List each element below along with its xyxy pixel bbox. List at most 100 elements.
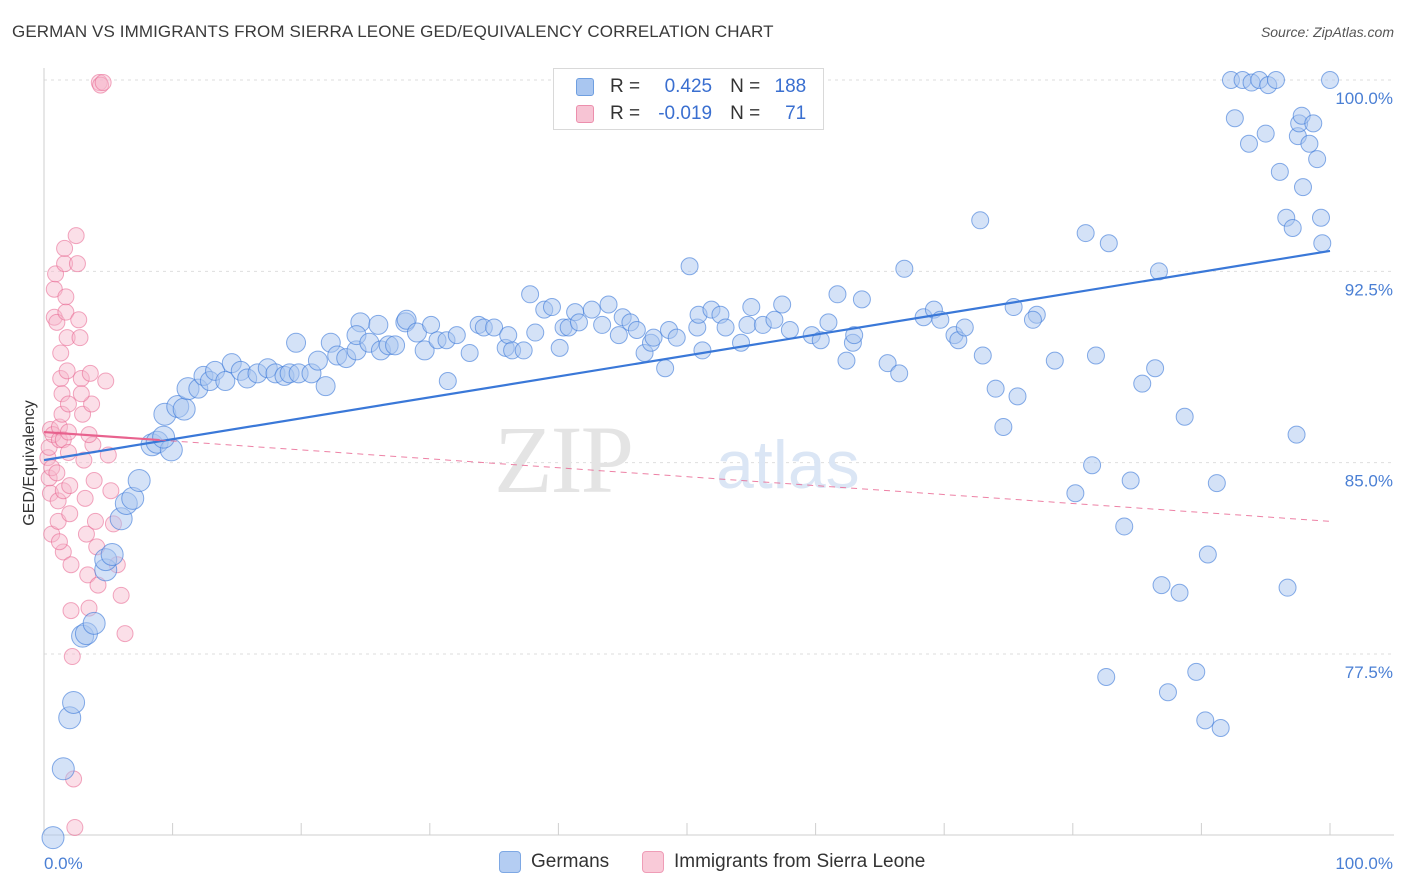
sierra-leone-point [94, 74, 112, 92]
german-point [1256, 124, 1275, 143]
german-point [41, 826, 65, 850]
legend-n-label: N = [730, 76, 761, 97]
german-point [1152, 576, 1171, 595]
german-point [526, 323, 545, 342]
german-point [1023, 310, 1042, 329]
german-point [693, 341, 712, 360]
sierra-leone-point [53, 405, 71, 423]
german-point [1086, 346, 1105, 365]
german-point [1158, 683, 1177, 702]
sierra-leone-point [66, 818, 84, 836]
german-point [100, 543, 124, 567]
watermark-atlas: atlas [716, 427, 860, 503]
sierra-leone-point [59, 423, 77, 441]
german-point [1097, 667, 1116, 686]
german-point [1175, 407, 1194, 426]
german-point [1121, 471, 1140, 490]
german-point [514, 341, 533, 360]
german-point [773, 295, 792, 314]
german-point [62, 690, 86, 714]
watermark: ZIP atlas [494, 406, 860, 513]
sierra-leone-point [58, 362, 76, 380]
german-point [780, 321, 799, 340]
german-point [1170, 583, 1189, 602]
sierra-leone-point [72, 369, 90, 387]
german-point [172, 397, 196, 421]
german-point [1099, 234, 1118, 253]
sierra-leone-point [57, 303, 75, 321]
sierra-leone-point [72, 385, 90, 403]
german-point [438, 372, 457, 391]
y-tick-label: 92.5% [1345, 280, 1393, 299]
legend-label-sierra-leone: Immigrants from Sierra Leone [674, 851, 926, 872]
german-point [742, 298, 761, 317]
german-point [986, 379, 1005, 398]
legend-row-germans: R = 0.425 N = 188 [576, 75, 806, 99]
german-point [1283, 218, 1302, 237]
german-point [644, 328, 663, 347]
german-point [550, 338, 569, 357]
sierra-leone-point [61, 477, 79, 495]
german-point [460, 343, 479, 362]
german-point [569, 313, 588, 332]
source-label: Source: ZipAtlas.com [1260, 24, 1394, 40]
stats-legend: R = 0.425 N = 188 R = -0.019 N = 71 [553, 68, 824, 130]
german-point [811, 331, 830, 350]
german-point [422, 315, 441, 334]
german-point [315, 376, 336, 397]
german-point [385, 335, 406, 356]
german-point [521, 285, 540, 304]
german-point [837, 351, 856, 370]
german-point [1045, 351, 1064, 370]
german-point [499, 326, 518, 345]
sierra-leone-point [67, 227, 85, 245]
german-point [1304, 114, 1323, 133]
german-point [368, 314, 389, 335]
sierra-leone-point [59, 395, 77, 413]
german-point [215, 371, 236, 392]
german-point [1300, 134, 1319, 153]
german-point [485, 318, 504, 337]
y-tick-label: 85.0% [1345, 472, 1393, 491]
legend-item-germans[interactable]: Germans [499, 851, 609, 873]
german-point [1076, 224, 1095, 243]
sierra-leone-trend-solid [43, 430, 160, 442]
german-point [542, 298, 561, 317]
sierra-leone-point [54, 543, 72, 561]
german-point [127, 469, 151, 493]
german-point [845, 326, 864, 345]
german-point [1008, 387, 1027, 406]
german-point [656, 359, 675, 378]
sierra-leone-point [50, 533, 68, 551]
german-point [582, 300, 601, 319]
sierra-leone-point [102, 482, 120, 500]
sierra-leone-point [97, 372, 115, 390]
sierra-leone-point [86, 512, 104, 530]
legend-swatch-blue [576, 78, 594, 96]
german-point [1066, 484, 1085, 503]
german-point [82, 611, 106, 635]
german-point [1207, 474, 1226, 493]
sierra-leone-point [53, 385, 71, 403]
german-point [1321, 71, 1339, 89]
german-point [765, 310, 784, 329]
sierra-leone-point [61, 505, 79, 523]
legend-item-sierra-leone[interactable]: Immigrants from Sierra Leone [642, 851, 925, 873]
sierra-leone-point [81, 364, 99, 382]
sierra-leone-point [68, 255, 86, 273]
german-point [1211, 718, 1230, 737]
legend-r-value: -0.019 [658, 103, 713, 124]
sierra-leone-point [56, 255, 74, 273]
german-point [1308, 150, 1327, 169]
german-point [152, 425, 176, 449]
german-points [41, 71, 1339, 850]
series-legend: Germans Immigrants from Sierra Leone [0, 851, 1406, 877]
sierra-leone-point [116, 625, 134, 643]
german-point [971, 211, 990, 230]
sierra-leone-point [49, 492, 67, 510]
german-point [1239, 134, 1258, 153]
german-point [1266, 71, 1285, 89]
german-point [307, 350, 328, 371]
sierra-leone-points [39, 74, 134, 836]
